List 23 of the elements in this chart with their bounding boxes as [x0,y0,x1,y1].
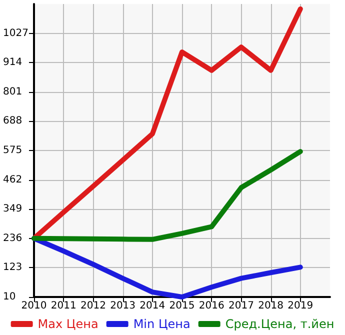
y-tick-label: 914 [3,57,22,68]
x-tick-label: 2019 [288,300,314,312]
x-tick-label: 2011 [50,300,76,312]
y-tick-label: 462 [3,174,22,186]
x-tick-label: 2018 [258,300,284,312]
y-tick-label: 688 [3,116,22,127]
x-tick-label: 2014 [140,300,166,312]
x-tick-label: 2013 [110,300,136,312]
legend-label: Сред.Цена, т.йен [225,317,334,331]
legend-label: Min Цена [133,317,190,331]
x-tick-label: 2012 [80,300,106,312]
x-tick-label: 2016 [198,300,224,312]
y-tick-label: 10 [3,292,16,302]
x-tick-label: 2010 [21,300,47,312]
y-tick-label: 1027 [3,28,28,39]
y-tick-label: 349 [3,204,22,215]
y-tick-label: 236 [3,232,22,244]
y-tick-label: 801 [3,86,22,98]
x-tick-label: 2017 [228,300,254,312]
y-tick-label: 123 [3,262,22,274]
x-tick-label: 2015 [169,300,195,312]
y-tick-label: 575 [3,145,22,156]
legend-label: Max Цена [38,317,98,331]
